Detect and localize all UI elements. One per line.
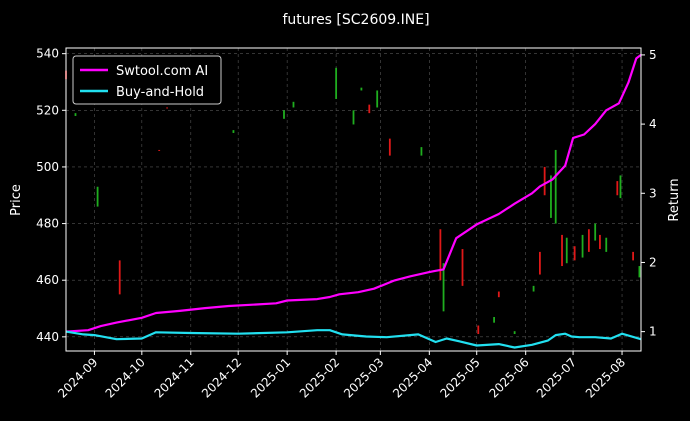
y-tick-label: 520: [36, 103, 59, 117]
candle: [550, 175, 552, 218]
legend-box: [72, 55, 222, 105]
candle: [573, 246, 576, 261]
candle: [368, 104, 371, 114]
y-tick-label: 540: [36, 47, 59, 61]
candle: [532, 285, 535, 292]
candle: [561, 234, 563, 267]
legend: Swtool.com AI Buy-and-Hold: [72, 55, 222, 105]
candle: [283, 110, 285, 119]
candle: [292, 101, 295, 108]
y-axis-label: Price: [9, 184, 24, 216]
candle: [232, 130, 235, 133]
y2-tick-label: 3: [649, 186, 657, 200]
series-line-buyhold: [65, 329, 642, 349]
candle: [616, 181, 619, 196]
candle: [96, 186, 99, 207]
candle: [513, 331, 516, 335]
candle: [638, 266, 641, 278]
candle: [166, 107, 168, 109]
y2-tick-label: 2: [649, 255, 657, 269]
candle: [352, 110, 355, 125]
y-axis-ticks: 440 460 480 500 520 540: [36, 47, 66, 344]
y-tick-label: 440: [36, 330, 59, 344]
series-lines: [65, 54, 642, 349]
candle: [335, 67, 338, 99]
candle: [581, 234, 584, 258]
candle: [74, 113, 77, 116]
candle: [587, 229, 590, 252]
candle: [158, 149, 161, 151]
y2-tick-label: 5: [649, 48, 657, 62]
candle: [599, 234, 601, 250]
y2-axis-ticks: 1 2 3 4 5: [641, 48, 657, 339]
candle: [439, 229, 442, 281]
candle: [619, 175, 622, 199]
candle: [565, 237, 568, 264]
candle: [118, 260, 121, 295]
candles: [65, 67, 641, 335]
candle: [461, 249, 464, 286]
candle: [493, 317, 495, 323]
candle: [477, 325, 480, 335]
candle: [539, 251, 541, 275]
candle: [632, 251, 635, 261]
candle: [543, 166, 546, 196]
y-tick-label: 460: [36, 273, 59, 287]
legend-label-strategy: Swtool.com AI: [116, 64, 208, 79]
candle: [360, 87, 363, 91]
candle: [605, 237, 608, 252]
candle: [420, 147, 423, 156]
series-line-strategy: [65, 54, 642, 333]
plot-frame: [65, 47, 642, 352]
y2-tick-label: 1: [649, 325, 657, 339]
y-tick-label: 480: [36, 217, 59, 231]
y-tick-label: 500: [36, 160, 59, 174]
candle: [442, 263, 445, 312]
candle: [594, 223, 597, 241]
candle: [376, 90, 379, 108]
chart-title: futures [SC2609.INE]: [282, 12, 429, 28]
legend-label-buyhold: Buy-and-Hold: [116, 85, 204, 100]
candle: [554, 149, 557, 224]
y2-tick-label: 4: [649, 117, 657, 131]
candle: [497, 291, 500, 298]
candle: [388, 138, 391, 156]
y2-axis-label: Return: [667, 178, 682, 221]
